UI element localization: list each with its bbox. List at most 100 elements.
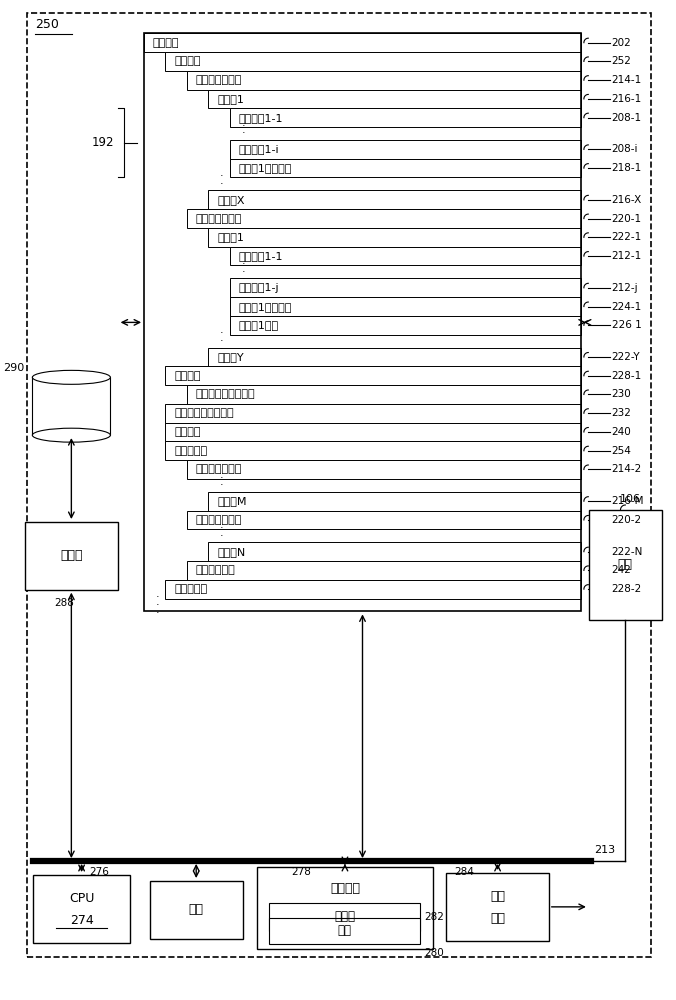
FancyBboxPatch shape — [166, 404, 581, 423]
Text: 过滤器1: 过滤器1 — [217, 232, 244, 242]
Text: 284: 284 — [454, 867, 474, 877]
FancyBboxPatch shape — [166, 423, 581, 441]
Ellipse shape — [32, 370, 110, 384]
Text: 履行模块: 履行模块 — [174, 371, 201, 381]
Text: 再履行模块: 再履行模块 — [174, 584, 208, 594]
FancyBboxPatch shape — [187, 209, 581, 228]
FancyBboxPatch shape — [257, 867, 433, 949]
Text: 调查问题1-1: 调查问题1-1 — [239, 251, 283, 261]
Text: 过滤器1: 过滤器1 — [217, 94, 244, 104]
Text: 网络: 网络 — [490, 890, 505, 903]
FancyBboxPatch shape — [208, 90, 581, 108]
Text: 106: 106 — [620, 494, 641, 504]
Ellipse shape — [32, 428, 110, 442]
Text: 214-1: 214-1 — [612, 75, 642, 85]
Text: 192: 192 — [91, 136, 114, 149]
Text: 208-i: 208-i — [612, 144, 638, 154]
Text: 216-X: 216-X — [612, 195, 642, 205]
FancyBboxPatch shape — [187, 71, 581, 90]
Text: 第二过滤器类别: 第二过滤器类别 — [196, 214, 242, 224]
Text: 290: 290 — [3, 363, 24, 373]
Text: 216-1: 216-1 — [612, 94, 642, 104]
Text: 控制器: 控制器 — [60, 549, 82, 562]
Text: 242: 242 — [612, 565, 631, 575]
FancyBboxPatch shape — [589, 510, 662, 620]
FancyBboxPatch shape — [269, 918, 420, 944]
FancyBboxPatch shape — [187, 561, 581, 580]
Text: 254: 254 — [612, 446, 631, 456]
FancyBboxPatch shape — [230, 108, 581, 127]
Text: 276: 276 — [89, 867, 110, 877]
Text: 过滤器1触发条件: 过滤器1触发条件 — [239, 302, 292, 312]
Text: 调查问题1-i: 调查问题1-i — [239, 144, 279, 154]
Text: 220-1: 220-1 — [612, 214, 642, 224]
Text: 第二过滤器类别: 第二过滤器类别 — [196, 515, 242, 525]
FancyBboxPatch shape — [269, 903, 420, 931]
Text: 显示器: 显示器 — [334, 910, 355, 923]
Text: 213: 213 — [594, 845, 614, 855]
FancyBboxPatch shape — [208, 542, 581, 561]
Text: 过滤器Y: 过滤器Y — [217, 352, 244, 362]
Text: 个体概况数据存储器: 个体概况数据存储器 — [174, 408, 234, 418]
FancyBboxPatch shape — [208, 190, 581, 209]
FancyBboxPatch shape — [187, 460, 581, 479]
Text: 252: 252 — [612, 56, 631, 66]
Text: 208-1: 208-1 — [612, 113, 642, 123]
FancyBboxPatch shape — [166, 52, 581, 71]
Text: 评估模块: 评估模块 — [174, 56, 201, 66]
Text: 226 1: 226 1 — [612, 320, 642, 330]
Text: 280: 280 — [424, 948, 443, 958]
Text: 过滤器1警告: 过滤器1警告 — [239, 320, 279, 330]
Text: 操作系统: 操作系统 — [153, 38, 179, 48]
Text: ·
·
·: · · · — [220, 171, 224, 197]
Text: 过滤器M: 过滤器M — [217, 496, 247, 506]
FancyBboxPatch shape — [33, 875, 130, 943]
Text: ·
·
·: · · · — [241, 259, 245, 285]
Text: 212-1: 212-1 — [612, 251, 642, 261]
Text: 220-2: 220-2 — [612, 515, 642, 525]
Text: ·
·
·: · · · — [241, 121, 245, 146]
FancyBboxPatch shape — [230, 278, 581, 297]
FancyBboxPatch shape — [230, 316, 581, 335]
FancyBboxPatch shape — [230, 140, 581, 159]
Text: 288: 288 — [54, 598, 74, 608]
FancyBboxPatch shape — [230, 297, 581, 316]
Text: 214-2: 214-2 — [612, 464, 642, 474]
FancyBboxPatch shape — [32, 377, 110, 435]
Text: 282: 282 — [424, 912, 444, 922]
Text: 228-1: 228-1 — [612, 371, 642, 381]
Text: 接口: 接口 — [490, 912, 505, 925]
Text: 键盘: 键盘 — [337, 924, 352, 937]
Text: 222-N: 222-N — [612, 547, 643, 557]
Text: ·
·
·: · · · — [220, 329, 224, 354]
FancyBboxPatch shape — [230, 247, 581, 265]
Text: 不良事件模块: 不良事件模块 — [196, 565, 235, 575]
FancyBboxPatch shape — [25, 522, 118, 590]
Text: 250: 250 — [34, 18, 59, 31]
Text: 过滤器1触发条件: 过滤器1触发条件 — [239, 163, 292, 173]
FancyBboxPatch shape — [150, 881, 243, 939]
Text: 调查问题1-j: 调查问题1-j — [239, 283, 279, 293]
FancyBboxPatch shape — [230, 159, 581, 177]
FancyBboxPatch shape — [166, 580, 581, 599]
Text: 230: 230 — [612, 389, 631, 399]
FancyBboxPatch shape — [208, 492, 581, 511]
Text: 278: 278 — [291, 867, 311, 877]
FancyBboxPatch shape — [144, 33, 581, 52]
FancyBboxPatch shape — [166, 441, 581, 460]
FancyBboxPatch shape — [208, 348, 581, 366]
Text: 过滤器X: 过滤器X — [217, 195, 245, 205]
Text: 过滤器N: 过滤器N — [217, 547, 245, 557]
Text: 电源: 电源 — [189, 903, 203, 916]
FancyBboxPatch shape — [166, 366, 581, 385]
Text: 第一过滤器类别: 第一过滤器类别 — [196, 75, 242, 85]
FancyBboxPatch shape — [187, 385, 581, 404]
Text: 偿还模块: 偿还模块 — [174, 427, 201, 437]
FancyBboxPatch shape — [446, 873, 549, 941]
Text: 218-1: 218-1 — [612, 163, 642, 173]
Text: 用户接口: 用户接口 — [330, 882, 360, 895]
Text: 228-2: 228-2 — [612, 584, 642, 594]
Text: 222-Y: 222-Y — [612, 352, 640, 362]
Text: 212-j: 212-j — [612, 283, 638, 293]
Text: 调查问题1-1: 调查问题1-1 — [239, 113, 283, 123]
